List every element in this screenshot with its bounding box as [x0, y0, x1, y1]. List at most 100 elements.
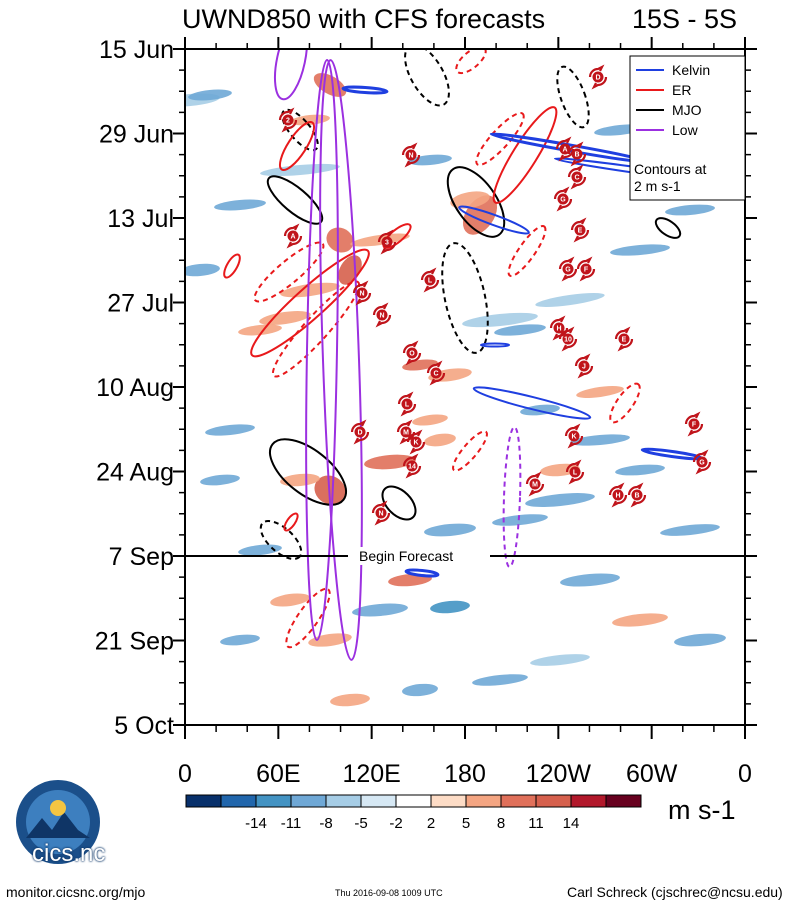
anomaly-blob [612, 613, 668, 627]
storm-swirl [372, 302, 392, 328]
anomaly-blob [280, 282, 340, 298]
storm-swirl [588, 64, 608, 90]
storm-dot [562, 333, 574, 345]
storm-dot [618, 333, 630, 345]
storm-label: M [532, 482, 538, 489]
storm-label: B [634, 493, 639, 500]
storm-swirl [401, 142, 421, 168]
storm-dot [406, 460, 418, 472]
storm-label: K [571, 434, 576, 441]
anomaly-blob [220, 634, 260, 646]
storm-dot [376, 309, 388, 321]
storm-label: A [562, 147, 567, 154]
storm-label: N [408, 153, 413, 160]
y-tick-label: 10 Aug [96, 374, 174, 402]
anomaly-blob [200, 474, 240, 486]
x-axis: 0 60E 120E 180 120W 60W 0 [178, 37, 752, 788]
colorbar-bin [500, 794, 537, 808]
wave-contour [404, 49, 450, 107]
anomaly-blob [402, 683, 438, 697]
wave-contour [446, 166, 506, 238]
colorbar-units: m s-1 [668, 795, 736, 825]
storm-swirl [627, 482, 647, 508]
storm-swirl [525, 471, 545, 497]
anomaly-blob [674, 633, 726, 647]
colorbar-bin [430, 794, 467, 808]
storm-dot [424, 274, 436, 286]
legend-label: MJO [672, 102, 702, 118]
storm-dot [406, 347, 418, 359]
colorbar-label: 2 [427, 815, 435, 832]
anomaly-blob [270, 593, 310, 607]
wave-contour [609, 382, 641, 424]
anomaly-blob [610, 244, 670, 256]
y-tick-label: 7 Sep [109, 543, 174, 571]
region-label: 15S - 5S [632, 4, 738, 34]
storm-swirl [549, 315, 569, 341]
storm-dot [574, 224, 586, 236]
storm-dot [571, 148, 583, 160]
storm-dot [592, 71, 604, 83]
wave-contour [250, 248, 370, 358]
storm-dot [405, 149, 417, 161]
colorbar-label: 5 [462, 815, 470, 832]
storm-label: G [565, 267, 571, 274]
storm-swirl [402, 453, 422, 479]
wave-contour [381, 485, 417, 521]
wave-contour [341, 85, 389, 95]
wave-contour [382, 223, 412, 249]
wave-contour [472, 386, 592, 420]
storm-swirl [278, 107, 298, 133]
x-tick-label: 60E [256, 760, 300, 788]
colorbar-bin [255, 794, 292, 808]
x-tick-label: 120W [526, 760, 592, 788]
y-tick-label: 29 Jun [99, 121, 174, 149]
colorbar-bin [570, 794, 607, 808]
storm-label: D [595, 75, 600, 82]
x-tick-label: 180 [444, 760, 486, 788]
wave-contour [285, 587, 331, 649]
anomaly-blob [214, 199, 266, 211]
anomaly-blob [238, 544, 282, 556]
legend-label: Low [672, 122, 699, 138]
storm-dot [580, 263, 592, 275]
storm-label: F [692, 422, 697, 429]
anomaly-blob [238, 324, 282, 336]
storm-swirl [567, 141, 587, 167]
storm-dot [557, 193, 569, 205]
storm-dot [356, 287, 368, 299]
colorbar: -14 -11 -8 -5 -2 2 5 8 11 14 [185, 794, 642, 832]
y-tick-label: 13 Jul [107, 205, 174, 233]
wave-contour [253, 241, 325, 303]
storm-label: A [290, 234, 295, 241]
anomaly-blob [535, 293, 605, 307]
storm-dot [553, 322, 565, 334]
storm-label: N [359, 291, 364, 298]
anomaly-blob [290, 114, 330, 126]
storm-dot [631, 489, 643, 501]
storm-swirl [576, 256, 596, 282]
anomaly-blob [576, 386, 624, 398]
storm-swirl [352, 280, 372, 306]
anomaly-blob [472, 674, 528, 686]
colorbar-bin [465, 794, 502, 808]
wave-contour [507, 225, 547, 277]
storm-label: 2 [286, 118, 290, 125]
chart-title: UWND850 with CFS forecasts [182, 4, 546, 34]
legend-note-cont: 2 m s-1 [634, 178, 681, 194]
y-tick-label: 21 Sep [95, 628, 174, 656]
storm-label: B [574, 152, 579, 159]
storm-swirl [350, 419, 370, 445]
storm-swirl [555, 136, 575, 162]
storm-label: G [560, 197, 566, 204]
colorbar-label: -5 [354, 815, 367, 832]
storm-swirl [684, 411, 704, 437]
storm-label: O [409, 351, 415, 358]
anomaly-blob [430, 600, 470, 614]
storm-swirl [377, 229, 397, 255]
anomaly-blob [615, 464, 665, 476]
wave-contour [441, 242, 489, 354]
wave-contour [283, 512, 299, 532]
anomaly-blob [326, 227, 354, 253]
